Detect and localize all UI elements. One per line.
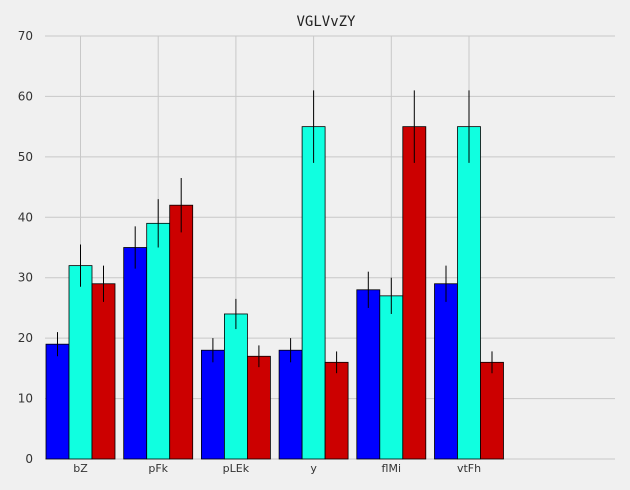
bar-series-1-flMi — [356, 289, 381, 460]
bar-series-3-bZ — [91, 283, 116, 460]
y-tick-label: 10 — [18, 392, 33, 406]
x-tick-label: vtFh — [457, 462, 481, 475]
x-tick-label: pLEk — [223, 462, 250, 475]
y-tick-label: 40 — [18, 210, 33, 224]
bar-series-1-pFk — [123, 247, 148, 460]
x-tick-label: y — [310, 462, 317, 475]
x-tick-label: bZ — [73, 462, 88, 475]
bars-layer — [45, 126, 504, 460]
bar-series-2-y — [301, 126, 326, 460]
error-bars-layer — [57, 90, 493, 374]
x-axis: bZ pFk pLEk y flMi vtFh — [73, 462, 481, 475]
x-tick-label: pFk — [148, 462, 168, 475]
bar-series-3-pLEk — [246, 355, 271, 460]
bar-series-3-flMi — [402, 126, 427, 460]
bar-series-3-y — [324, 361, 349, 460]
bar-series-1-pLEk — [200, 349, 225, 460]
y-tick-label: 50 — [18, 150, 33, 164]
bar-series-1-y — [278, 349, 303, 460]
bar-series-1-bZ — [45, 343, 70, 460]
bar-series-2-pLEk — [223, 313, 248, 460]
bar-series-3-vtFh — [480, 361, 504, 460]
bar-series-2-flMi — [379, 295, 404, 460]
bar-series-3-pFk — [169, 204, 194, 460]
bar-series-1-vtFh — [434, 283, 458, 460]
x-tick-label: flMi — [382, 462, 401, 475]
bar-series-2-bZ — [68, 265, 93, 460]
chart-title: VGLVvZY — [296, 14, 356, 30]
y-tick-label: 20 — [18, 331, 33, 345]
y-tick-label: 60 — [18, 89, 33, 103]
bar-series-2-vtFh — [457, 126, 481, 460]
y-tick-label: 30 — [18, 271, 33, 285]
y-tick-label: 0 — [25, 452, 33, 466]
y-axis: 0 10 20 30 40 50 60 70 — [18, 29, 33, 466]
y-tick-label: 70 — [18, 29, 33, 43]
bar-series-2-pFk — [146, 222, 171, 460]
